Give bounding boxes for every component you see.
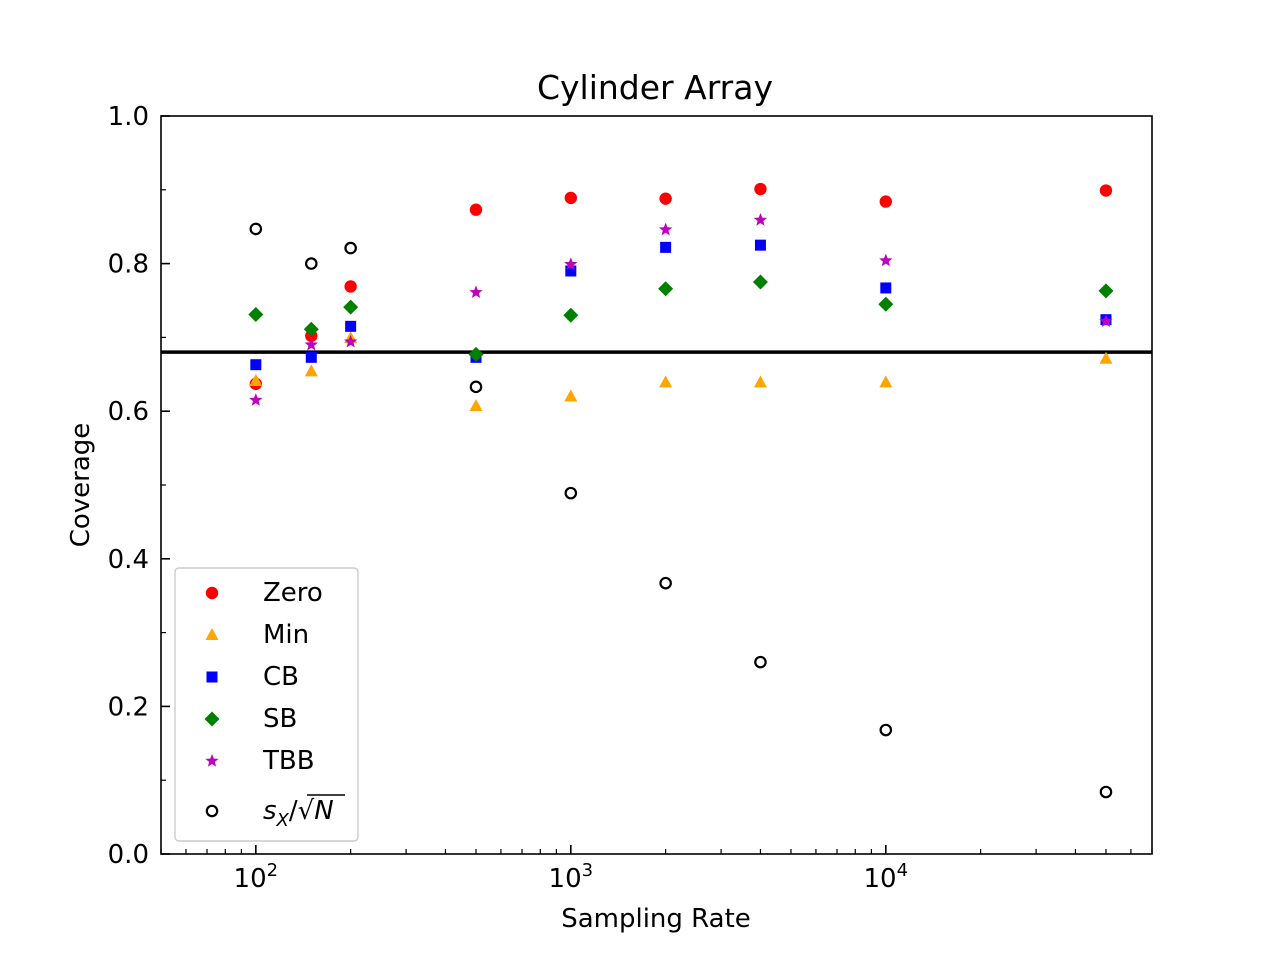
data-point (344, 280, 357, 293)
x-tick-base: 10 (549, 864, 582, 894)
data-point (249, 373, 263, 386)
y-tick-label: 1.0 (108, 102, 149, 132)
legend-label: CB (263, 662, 299, 692)
data-point (658, 281, 674, 297)
data-point (660, 241, 672, 253)
data-point (303, 321, 319, 337)
x-tick-exponent: 2 (267, 860, 278, 881)
series-open-circle (249, 222, 1113, 799)
y-tick-labels: 0.0 0.2 0.4 0.6 0.8 1.0 (108, 102, 149, 870)
plot-frame (160, 115, 1153, 855)
legend-label: SB (263, 704, 297, 734)
legend-label-part: N (314, 796, 333, 826)
data-point (752, 274, 768, 290)
legend-label-part: X (276, 810, 290, 831)
data-point (344, 241, 357, 255)
chart-title: Cylinder Array (537, 68, 773, 107)
data-point (469, 399, 483, 412)
data-point (879, 375, 893, 388)
data-point (879, 195, 893, 208)
legend-label-part: / (289, 796, 298, 826)
data-point (659, 192, 672, 205)
data-point (304, 364, 318, 377)
data-point (754, 655, 767, 669)
data-point (250, 359, 262, 371)
data-point (1099, 785, 1113, 799)
y-axis-label: Coverage (66, 423, 96, 548)
data-point (469, 203, 483, 216)
data-point (249, 393, 263, 406)
x-tick-label: 103 (549, 860, 594, 894)
data-point (469, 285, 483, 299)
data-point (564, 389, 578, 402)
data-point (1099, 184, 1113, 197)
legend-label-part: √ (298, 796, 315, 826)
data-point (304, 337, 318, 351)
series-triangle (249, 331, 1113, 412)
series-circle (249, 182, 1113, 391)
legend: Zero Min CB SB TBB sX/√N (174, 567, 359, 842)
y-tick-label: 0.4 (108, 545, 149, 575)
data-point (659, 375, 673, 388)
y-tick-label: 0.6 (108, 397, 149, 427)
data-point (565, 265, 577, 277)
series-star (249, 213, 1113, 406)
legend-marker (205, 586, 219, 600)
series-diamond (248, 274, 1114, 362)
data-point (563, 307, 579, 323)
data-point (1099, 314, 1113, 327)
data-point (1098, 283, 1114, 299)
x-tick-base: 10 (234, 864, 267, 894)
x-tick-base: 10 (864, 864, 897, 894)
data-point (753, 213, 768, 226)
x-tick-exponent: 3 (582, 860, 593, 881)
data-point (564, 486, 578, 500)
x-tick-label: 102 (234, 860, 279, 894)
legend-marker (205, 804, 219, 818)
data-point (564, 191, 578, 205)
y-tick-label: 0.8 (108, 250, 149, 280)
data-point (564, 257, 578, 270)
x-tick-exponent: 4 (897, 860, 908, 881)
data-point (879, 253, 893, 267)
x-axis-label: Sampling Rate (561, 904, 751, 934)
legend-label: Min (263, 620, 309, 650)
data-point (248, 307, 264, 323)
data-points (248, 182, 1114, 799)
legend-marker (206, 671, 218, 683)
data-point (879, 723, 893, 737)
data-point (658, 222, 673, 236)
data-point (343, 334, 358, 348)
legend-label-part: s (263, 796, 277, 826)
legend-label: sX/√N (263, 796, 334, 831)
y-tick-label: 0.0 (108, 840, 149, 870)
legend-box (174, 567, 359, 842)
legend-marker (204, 711, 220, 727)
data-point (249, 222, 263, 236)
x-tick-labels: 102 103 104 (234, 860, 909, 894)
data-point (754, 182, 767, 196)
data-point (305, 351, 317, 363)
legend-marker (205, 754, 219, 767)
data-point (345, 320, 357, 332)
data-point (468, 346, 484, 362)
data-point (304, 257, 318, 270)
data-point (753, 375, 767, 388)
data-point (343, 299, 359, 315)
data-point (1099, 351, 1113, 364)
data-point (880, 282, 892, 294)
legend-marker (205, 628, 219, 640)
data-point (659, 576, 672, 590)
x-tick-label: 104 (864, 860, 909, 894)
data-point (878, 296, 894, 312)
data-point (754, 239, 766, 251)
legend-label: Zero (263, 578, 323, 608)
y-tick-label: 0.2 (108, 692, 149, 722)
legend-label: TBB (262, 746, 315, 776)
data-point (469, 380, 483, 394)
